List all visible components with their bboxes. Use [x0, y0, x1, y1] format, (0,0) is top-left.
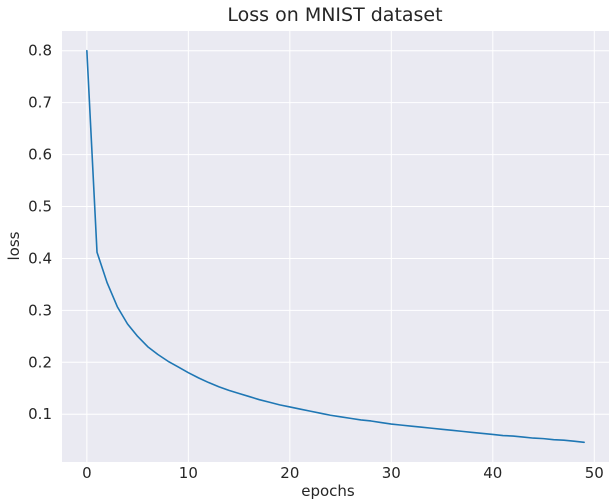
gridlines — [62, 31, 609, 462]
y-tick-label: 0.3 — [28, 301, 52, 319]
x-tick-label: 10 — [179, 464, 198, 482]
y-tick-labels: 0.1 0.2 0.3 0.4 0.5 0.6 0.7 0.8 — [28, 42, 52, 423]
y-tick-label: 0.2 — [28, 353, 52, 371]
y-tick-label: 0.4 — [28, 249, 52, 267]
x-tick-labels: 0 10 20 30 40 50 — [82, 464, 604, 482]
plot-area — [62, 31, 609, 462]
x-tick-label: 30 — [382, 464, 401, 482]
y-tick-label: 0.5 — [28, 198, 52, 216]
chart-title: Loss on MNIST dataset — [227, 4, 442, 26]
y-tick-label: 0.7 — [28, 94, 52, 112]
series-group — [86, 49, 585, 444]
y-tick-label: 0.8 — [28, 42, 52, 60]
x-tick-label: 50 — [585, 464, 604, 482]
y-axis-label: loss — [5, 231, 23, 260]
x-tick-label: 40 — [483, 464, 502, 482]
x-tick-label: 0 — [82, 464, 92, 482]
x-tick-label: 20 — [280, 464, 299, 482]
x-axis-label: epochs — [301, 482, 355, 500]
loss-series-line — [86, 49, 585, 444]
y-tick-label: 0.6 — [28, 146, 52, 164]
y-tick-label: 0.1 — [28, 405, 52, 423]
